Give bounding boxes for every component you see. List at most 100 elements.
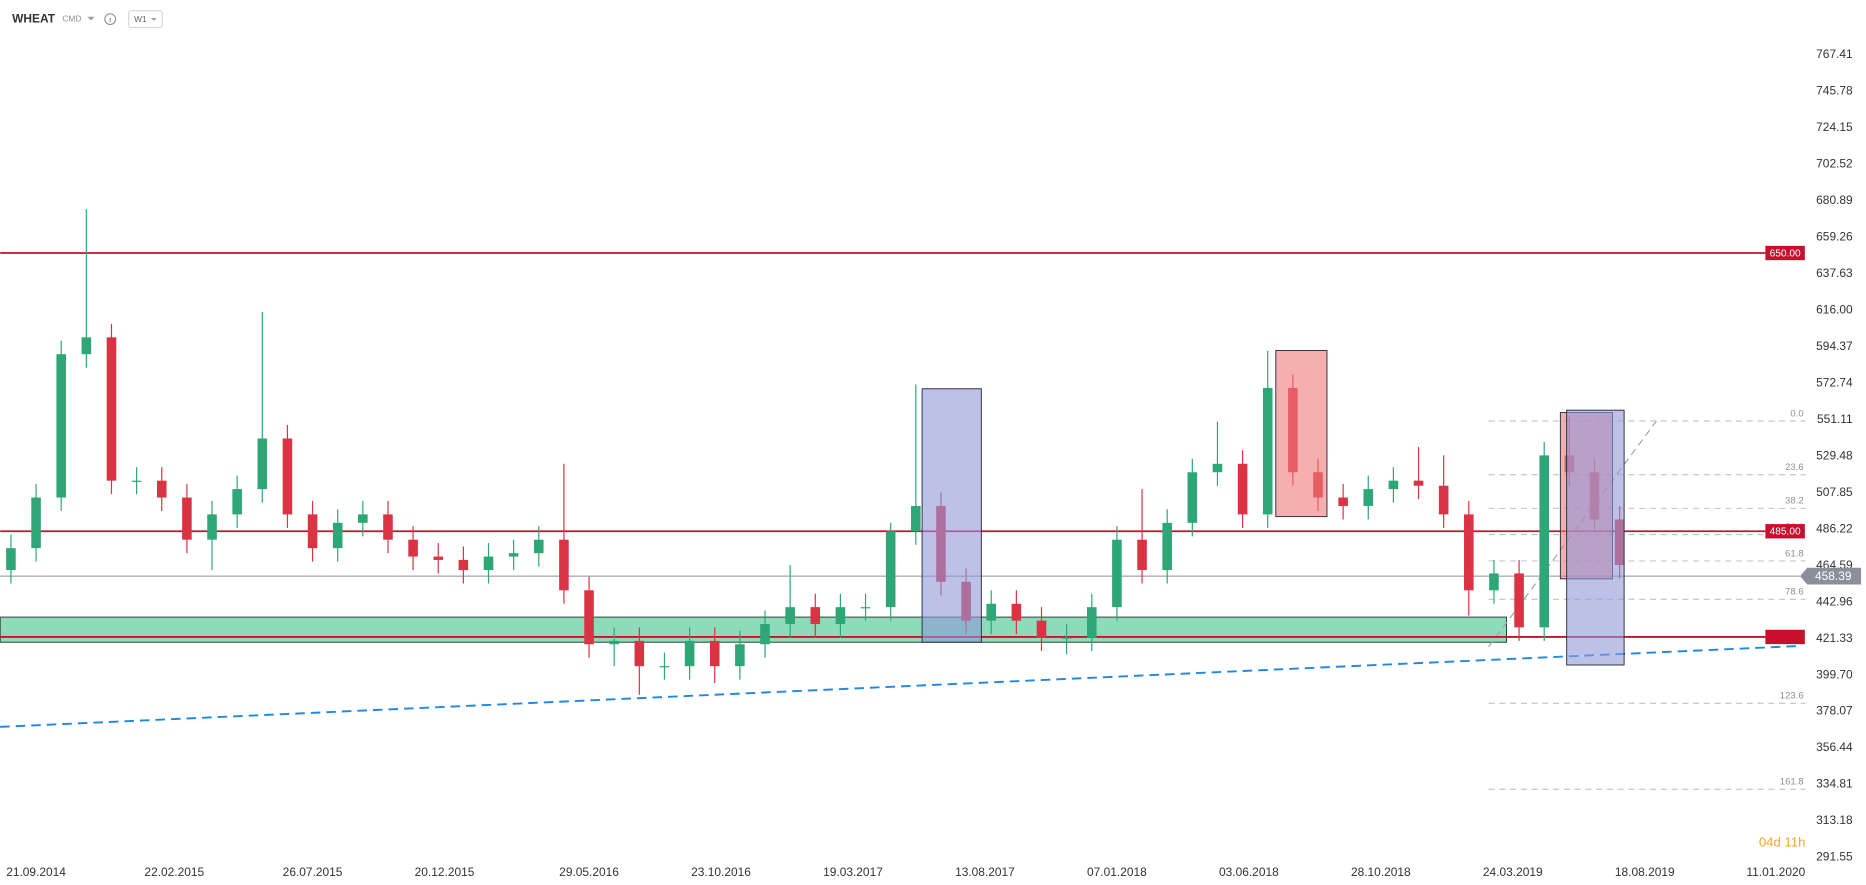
candle-body [1162, 522, 1172, 571]
candle-body [559, 539, 569, 591]
candle-body [433, 556, 444, 560]
candle-body [634, 640, 645, 667]
highlight-box [1275, 350, 1328, 518]
candle-body [1061, 637, 1072, 639]
trend-line [0, 644, 1801, 728]
header: WHEAT CMD W1 [12, 10, 163, 29]
candle-body [835, 607, 846, 625]
candle-body [1237, 463, 1248, 515]
x-tick-label: 18.08.2019 [1615, 865, 1675, 879]
fib-label: 61.8 [1785, 548, 1804, 559]
candle-body [1262, 387, 1273, 515]
candle-body [1187, 472, 1198, 523]
candle-body [609, 640, 619, 645]
level-label: 650.00 [1770, 248, 1801, 259]
source: CMD [62, 13, 81, 23]
x-tick-label: 13.08.2017 [955, 865, 1015, 879]
labels-layer: 767.41 745.78 724.15 702.52 680.89 659.26 637.… [6, 47, 1862, 879]
level-label-box [1765, 524, 1805, 539]
y-tick-label: 399.70 [1816, 667, 1853, 681]
candle-body [383, 514, 393, 540]
candle-body [1363, 489, 1374, 506]
boxes-layer [921, 350, 1625, 666]
candle-body [56, 354, 66, 498]
candle-body [684, 640, 695, 667]
candle-body [885, 531, 896, 608]
candle-body [1036, 620, 1047, 638]
interval: W1 [134, 14, 147, 24]
x-tick-label: 11.01.2020 [1746, 865, 1805, 879]
fib-label: 78.6 [1785, 587, 1804, 598]
candle-body [207, 514, 217, 540]
candle-body [735, 644, 745, 667]
candle-body [257, 438, 268, 490]
fib-label: 161.8 [1780, 777, 1804, 788]
fib-label: 0.0 [1790, 408, 1803, 419]
candle-body [986, 603, 997, 621]
candle-body [1212, 463, 1223, 473]
y-tick-label: 421.33 [1816, 631, 1853, 645]
candle-body [709, 640, 720, 667]
candle-body [307, 514, 318, 549]
candle-body [483, 556, 494, 571]
symbol[interactable]: WHEAT [12, 11, 56, 25]
y-tick-label: 767.41 [1816, 47, 1853, 61]
y-tick-label: 572.74 [1816, 375, 1853, 389]
interval-select[interactable] [128, 10, 163, 29]
highlight-box [1566, 409, 1625, 666]
last-price-label: 458.39 [1815, 569, 1852, 583]
dropdown-arrow[interactable] [87, 16, 95, 21]
candle-body [182, 497, 192, 540]
y-tick-label: 594.37 [1816, 339, 1853, 353]
candle-body [860, 607, 871, 609]
y-tick-label: 356.44 [1816, 740, 1853, 754]
interval-arrow [150, 17, 157, 21]
y-tick-label: 745.78 [1816, 84, 1853, 98]
candle-body [282, 438, 293, 515]
candle-body [131, 480, 142, 482]
candle-body [1112, 539, 1122, 608]
highlight-box [921, 388, 982, 643]
y-tick-label: 659.26 [1816, 230, 1853, 244]
candle-body [1539, 455, 1549, 628]
candle-body [1338, 497, 1348, 506]
support-zone [0, 616, 1507, 643]
level-label-box [1765, 629, 1805, 645]
candle-body [1413, 480, 1424, 486]
y-tick-label: 529.48 [1816, 448, 1853, 462]
candle-body [911, 505, 921, 532]
candle-body [785, 607, 795, 625]
fib-label: 38.2 [1785, 496, 1804, 507]
candle-body [358, 514, 368, 523]
x-tick-label: 22.02.2015 [144, 865, 204, 879]
candle-body [1137, 539, 1147, 571]
x-tick-label: 28.10.2018 [1351, 865, 1411, 879]
info-icon[interactable] [104, 13, 117, 26]
x-tick-label: 24.03.2019 [1483, 865, 1543, 879]
y-tick-label: 637.63 [1816, 266, 1853, 280]
level-label-box [1765, 245, 1805, 261]
y-tick-label: 702.52 [1816, 157, 1853, 171]
fib-label: 123.6 [1780, 691, 1804, 702]
y-tick-label: 724.15 [1816, 120, 1853, 134]
candle-body [408, 539, 418, 557]
candle-body [1489, 573, 1499, 591]
candle-body [6, 548, 16, 571]
candle-body [1388, 480, 1399, 490]
x-tick-label: 29.05.2016 [559, 865, 619, 879]
candle-body [232, 489, 242, 515]
x-tick-label: 03.06.2018 [1219, 865, 1279, 879]
candle-body [760, 624, 770, 645]
fib-label: 23.6 [1785, 462, 1804, 473]
candle-body [584, 590, 594, 645]
candle-body [81, 337, 92, 355]
candle-body [458, 559, 469, 571]
y-tick-label: 616.00 [1816, 303, 1853, 317]
candle-body [1438, 485, 1449, 515]
countdown: 04d 11h [1759, 835, 1806, 850]
candle-body [1514, 573, 1524, 628]
candle-body [1464, 514, 1474, 591]
candle-body [332, 522, 343, 549]
